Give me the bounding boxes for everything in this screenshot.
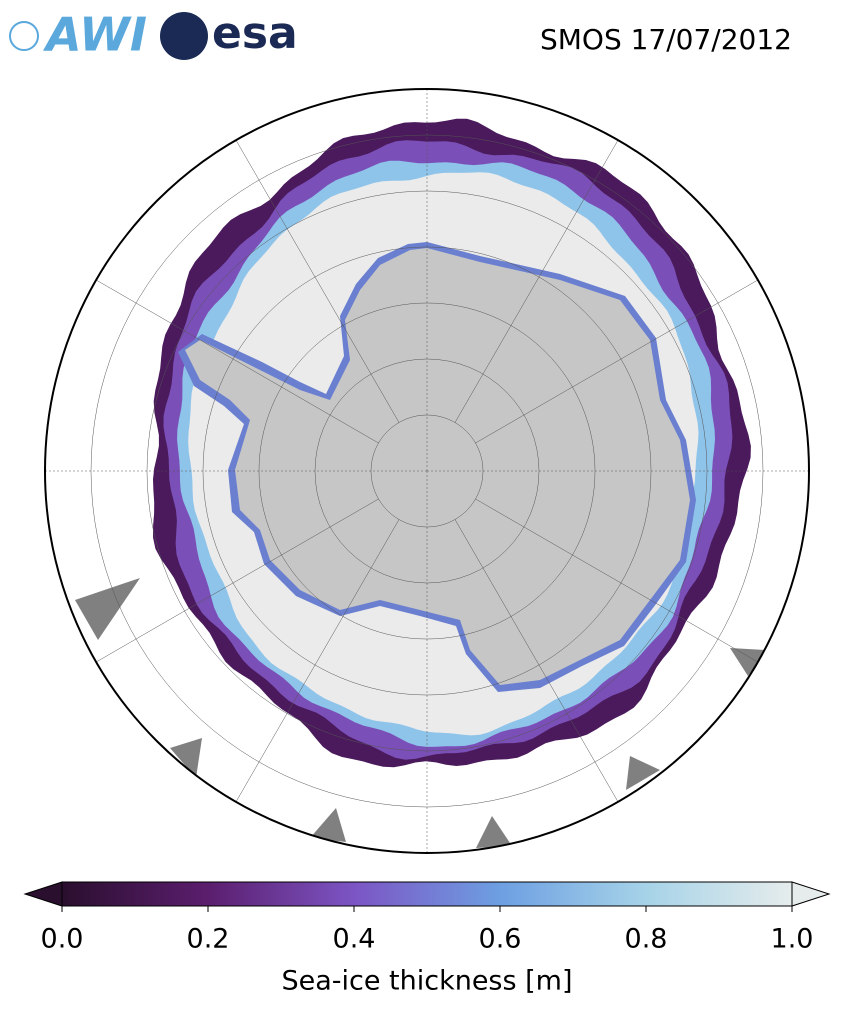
land [170, 738, 202, 778]
esa-globe [160, 12, 208, 60]
colorbar-label: Sea-ice thickness [m] [281, 966, 572, 997]
colorbar: 0.0 0.2 0.4 0.6 0.8 1.0 [23, 881, 831, 955]
map [45, 89, 809, 853]
colorbar-tick-label: 0.2 [187, 924, 230, 955]
logos: AWI esa [9, 8, 298, 62]
extend-max [791, 881, 831, 907]
map-border [44, 88, 810, 854]
graticule-meridian [235, 140, 400, 423]
colorbar-tick-label: 0.4 [333, 924, 376, 955]
graticule-meridian [454, 519, 619, 802]
land [730, 648, 766, 676]
colorbar-tick-label: 0.6 [479, 924, 522, 955]
land [75, 578, 140, 640]
colorbar-tick-label: 1.0 [771, 924, 814, 955]
extend-min [23, 881, 63, 907]
colorbar-tick-label: 0.0 [41, 924, 84, 955]
graticule-meridian [235, 519, 400, 802]
land [476, 816, 512, 848]
graticule-meridian [96, 279, 379, 444]
awi-logo: AWI [43, 8, 147, 62]
title: SMOS 17/07/2012 [540, 23, 792, 56]
graticule-meridian [475, 279, 758, 444]
graticule-meridian [96, 498, 379, 663]
land [310, 808, 346, 842]
colorbar-tick-label: 0.8 [625, 924, 668, 955]
colorbar-body [61, 881, 793, 907]
awi-globe [9, 21, 39, 51]
graticule-meridian [454, 140, 619, 423]
land [626, 756, 660, 790]
graticule-meridian [475, 498, 758, 663]
antarctica [185, 248, 690, 685]
esa-logo: esa [212, 8, 298, 59]
